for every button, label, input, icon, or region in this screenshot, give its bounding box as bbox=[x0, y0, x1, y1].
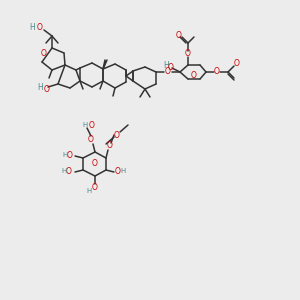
Text: O: O bbox=[107, 142, 113, 151]
Text: H: H bbox=[86, 188, 92, 194]
Text: O: O bbox=[92, 160, 98, 169]
Text: O: O bbox=[115, 167, 121, 176]
Text: O: O bbox=[37, 23, 43, 32]
Text: O: O bbox=[185, 50, 191, 58]
Text: H: H bbox=[61, 168, 67, 174]
Text: O: O bbox=[165, 67, 171, 76]
Text: H: H bbox=[163, 61, 169, 70]
Text: O: O bbox=[67, 151, 73, 160]
Text: O: O bbox=[44, 85, 50, 94]
Text: H: H bbox=[120, 168, 126, 174]
Text: O: O bbox=[114, 130, 120, 140]
Text: H: H bbox=[29, 23, 35, 32]
Text: H: H bbox=[37, 83, 43, 92]
Text: O: O bbox=[214, 67, 220, 76]
Text: O: O bbox=[66, 167, 72, 176]
Text: O: O bbox=[168, 64, 174, 73]
Text: O: O bbox=[88, 134, 94, 143]
Text: O: O bbox=[191, 71, 197, 80]
Text: O: O bbox=[234, 59, 240, 68]
Text: O: O bbox=[89, 121, 95, 130]
Text: O: O bbox=[92, 184, 98, 193]
Text: H: H bbox=[62, 152, 68, 158]
Text: O: O bbox=[176, 31, 182, 40]
Text: O: O bbox=[41, 50, 47, 58]
Text: H: H bbox=[82, 122, 88, 128]
